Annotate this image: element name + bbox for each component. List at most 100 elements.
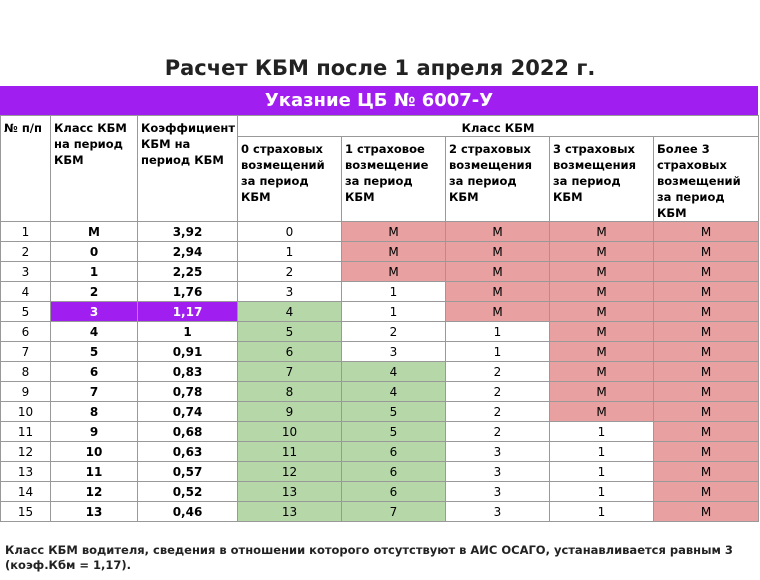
cell: 0 — [237, 221, 342, 242]
header: Класс КБМ — [237, 115, 759, 137]
cell: 1 — [50, 261, 138, 282]
cell: 5 — [0, 301, 51, 322]
cell: 6 — [341, 441, 446, 462]
title: Расчет КБМ после 1 апреля 2022 г. — [164, 56, 596, 80]
cell: 1 — [445, 321, 550, 342]
cell: 2 — [445, 421, 550, 442]
cell: 0,91 — [137, 341, 238, 362]
row: 12 10 0,63 11 6 3 1 М — [0, 441, 759, 462]
subheader: Более 3 страховых возмещений за период К… — [653, 136, 759, 222]
cell: М — [653, 361, 759, 382]
cell: 3 — [445, 501, 550, 522]
cell: 12 — [50, 481, 138, 502]
cell: 11 — [50, 461, 138, 482]
subheader: 3 страховых возмещения за период КБМ — [549, 136, 654, 222]
cell: 3,92 — [137, 221, 238, 242]
cell: М — [653, 261, 759, 282]
cell: 1 — [341, 281, 446, 302]
cell: 3 — [50, 301, 138, 322]
cell: 2 — [0, 241, 51, 262]
cell: М — [653, 321, 759, 342]
cell: 1 — [549, 461, 654, 482]
cell: 1,76 — [137, 281, 238, 302]
cell: 3 — [0, 261, 51, 282]
cell: М — [549, 401, 654, 422]
cell: 6 — [237, 341, 342, 362]
row: 7 5 0,91 6 3 1 М М — [0, 341, 759, 362]
cell: 0,46 — [137, 501, 238, 522]
cell: 5 — [341, 421, 446, 442]
row: 15 13 0,46 13 7 3 1 М — [0, 501, 759, 522]
header: № п/п — [0, 115, 51, 222]
cell: 4 — [341, 381, 446, 402]
cell: 3 — [445, 461, 550, 482]
cell: 14 — [0, 481, 51, 502]
cell: М — [653, 381, 759, 402]
cell: М — [549, 361, 654, 382]
row: 1 М 3,92 0 М М М М — [0, 221, 759, 242]
cell: 3 — [445, 441, 550, 462]
cell: 2 — [341, 321, 446, 342]
cell: 1 — [445, 341, 550, 362]
cell: М — [445, 221, 550, 242]
cell: М — [653, 221, 759, 242]
cell: 6 — [341, 481, 446, 502]
cell: М — [445, 261, 550, 282]
cell: 2 — [445, 381, 550, 402]
cell: 4 — [50, 321, 138, 342]
cell: 3 — [237, 281, 342, 302]
cell: М — [341, 221, 446, 242]
cell: М — [653, 421, 759, 442]
cell: 2,94 — [137, 241, 238, 262]
cell: 11 — [237, 441, 342, 462]
cell: 12 — [237, 461, 342, 482]
cell: 0,63 — [137, 441, 238, 462]
cell: 0,52 — [137, 481, 238, 502]
footnote: Класс КБМ водителя, сведения в отношении… — [5, 543, 733, 572]
subheader: 0 страховых возмещений за период КБМ — [237, 136, 342, 222]
cell: М — [653, 461, 759, 482]
cell: М — [445, 301, 550, 322]
cell: 7 — [341, 501, 446, 522]
cell: М — [445, 281, 550, 302]
cell: М — [445, 241, 550, 262]
kbm-table: № п/п Класс КБМ на период КБМ Коэффициен… — [0, 115, 759, 522]
cell: 0 — [50, 241, 138, 262]
cell: 13 — [237, 481, 342, 502]
cell: М — [341, 241, 446, 262]
subheader: 2 страховых возмещения за период КБМ — [445, 136, 550, 222]
cell: М — [549, 261, 654, 282]
cell: М — [549, 221, 654, 242]
cell: М — [549, 381, 654, 402]
cell: 3 — [341, 341, 446, 362]
cell: 2 — [445, 401, 550, 422]
cell: М — [549, 341, 654, 362]
row: 8 6 0,83 7 4 2 М М — [0, 361, 759, 382]
cell: 4 — [237, 301, 342, 322]
cell: 9 — [0, 381, 51, 402]
cell: М — [653, 441, 759, 462]
cell: 1 — [0, 221, 51, 242]
cell: 6 — [341, 461, 446, 482]
cell: 4 — [341, 361, 446, 382]
cell: 7 — [50, 381, 138, 402]
cell: 5 — [341, 401, 446, 422]
cell: М — [653, 481, 759, 502]
cell: 11 — [0, 421, 51, 442]
cell: М — [653, 301, 759, 322]
cell: 1 — [549, 481, 654, 502]
cell: 9 — [237, 401, 342, 422]
cell: 8 — [237, 381, 342, 402]
cell: 8 — [50, 401, 138, 422]
row: 10 8 0,74 9 5 2 М М — [0, 401, 759, 422]
cell: М — [50, 221, 138, 242]
cell: 0,57 — [137, 461, 238, 482]
cell: 2,25 — [137, 261, 238, 282]
cell: 12 — [0, 441, 51, 462]
cell: 0,83 — [137, 361, 238, 382]
cell: 8 — [0, 361, 51, 382]
row: 11 9 0,68 10 5 2 1 М — [0, 421, 759, 442]
cell: 1 — [237, 241, 342, 262]
